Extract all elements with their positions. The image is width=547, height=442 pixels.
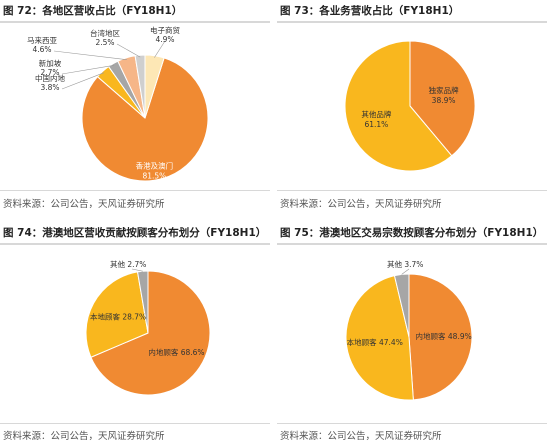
pie-slice xyxy=(409,40,476,157)
leader-line xyxy=(131,268,143,272)
chart-source: 资料来源：公司公告，天风证券研究所 xyxy=(280,199,442,210)
slice-label: 新加坡 xyxy=(39,58,62,68)
chart-title: 图 75：港澳地区交易宗数按顾客分布划分（FY18H1） xyxy=(280,227,544,239)
slice-label: 中国内地 xyxy=(35,73,65,83)
slice-value-label: 4.9% xyxy=(155,35,174,44)
chart-title-bar: 图 75：港澳地区交易宗数按顾客分布划分（FY18H1） xyxy=(277,222,547,245)
chart-source: 资料来源：公司公告，天风证券研究所 xyxy=(3,431,165,442)
divider xyxy=(0,423,270,424)
chart-source: 资料来源：公司公告，天风证券研究所 xyxy=(280,431,442,442)
pie-slice xyxy=(144,54,165,119)
slice-label: 内地顾客 48.9% xyxy=(416,331,472,341)
leader-line xyxy=(61,72,105,90)
chart-title-bar: 图 74：港澳地区营收贡献按顾客分布划分（FY18H1） xyxy=(0,222,270,245)
chart-title-bar: 图 72：各地区营收占比（FY18H1） xyxy=(0,0,270,23)
slice-label: 其他 2.7% xyxy=(110,259,146,269)
pie-slice xyxy=(81,57,209,182)
slice-value-label: 4.6% xyxy=(32,45,51,54)
divider xyxy=(277,423,547,424)
slice-label: 电子商贸 xyxy=(150,25,180,35)
pie-slice xyxy=(408,273,473,401)
divider xyxy=(0,190,270,191)
slice-value-label: 2.7% xyxy=(40,68,59,77)
slice-label: 独家品牌 xyxy=(429,85,459,95)
pie-slice xyxy=(345,275,414,401)
leader-line xyxy=(53,50,127,60)
slice-label: 本地顾客 28.7% xyxy=(90,312,146,322)
slice-label: 其他 3.7% xyxy=(387,259,423,269)
pie-slice xyxy=(344,40,453,172)
pie-slice xyxy=(85,271,149,358)
chart-panel-72: 图 72：各地区营收占比（FY18H1） 香港及澳门 81.5% 中国内地 3.8% 新… xyxy=(0,0,270,218)
chart-source: 资料来源：公司公告，天风证券研究所 xyxy=(3,199,165,210)
slice-value-label: 61.1% xyxy=(364,120,388,129)
chart-title: 图 74：港澳地区营收贡献按顾客分布划分（FY18H1） xyxy=(3,227,267,239)
leader-line xyxy=(154,40,166,58)
slice-label: 本地顾客 47.4% xyxy=(347,337,403,347)
chart-title-bar: 图 73：各业务营收占比（FY18H1） xyxy=(277,0,547,23)
pie-slice xyxy=(90,270,211,396)
chart-panel-75: 图 75：港澳地区交易宗数按顾客分布划分（FY18H1） 内地顾客 48.9% 本… xyxy=(277,222,547,442)
slice-label: 其他品牌 xyxy=(361,109,391,119)
divider xyxy=(277,190,547,191)
pie-chart-transactions-by-customer: 内地顾客 48.9% 本地顾客 47.4% 其他 3.7% xyxy=(345,259,473,401)
slice-label: 内地顾客 68.6% xyxy=(148,347,204,357)
chart-title: 图 73：各业务营收占比（FY18H1） xyxy=(280,5,460,17)
leader-line xyxy=(61,65,115,75)
slice-value-label: 2.5% xyxy=(95,38,114,47)
chart-panel-73: 图 73：各业务营收占比（FY18H1） 独家品牌 38.9% 其他品牌 61.1% … xyxy=(277,0,547,218)
slice-value-label: 81.5% xyxy=(142,171,166,180)
slice-label: 台湾地区 xyxy=(90,28,120,38)
slice-label: 香港及澳门 xyxy=(136,160,174,170)
slice-value-label: 38.9% xyxy=(432,96,456,105)
leader-line xyxy=(116,43,141,58)
leader-line xyxy=(401,268,410,275)
chart-panel-74: 图 74：港澳地区营收贡献按顾客分布划分（FY18H1） 内地顾客 68.6% 本… xyxy=(0,222,270,442)
pie-chart-revenue-by-customer: 内地顾客 68.6% 本地顾客 28.7% 其他 2.7% xyxy=(85,259,211,396)
slice-value-label: 3.8% xyxy=(40,83,59,92)
chart-title: 图 72：各地区营收占比（FY18H1） xyxy=(3,5,183,17)
slice-label: 马来西亚 xyxy=(27,36,57,45)
